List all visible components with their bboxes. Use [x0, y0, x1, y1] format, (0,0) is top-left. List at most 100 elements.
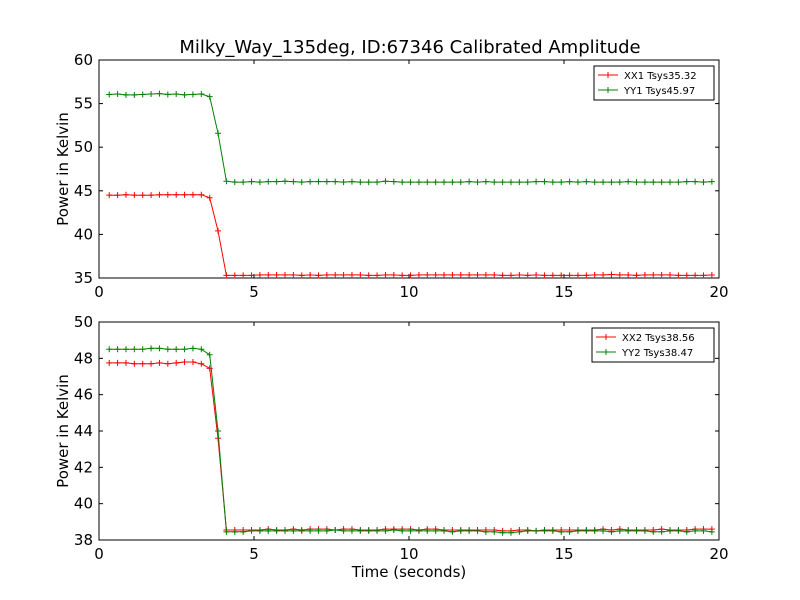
x-axis-label: Time (seconds) — [351, 563, 467, 581]
data-point — [591, 271, 598, 278]
data-point — [332, 527, 339, 534]
data-point — [432, 271, 439, 278]
data-point — [541, 272, 548, 279]
data-point — [374, 527, 381, 534]
data-point — [148, 91, 155, 98]
data-point — [407, 272, 414, 279]
data-point — [290, 271, 297, 278]
data-point — [248, 272, 255, 279]
data-point — [524, 527, 531, 534]
data-point — [549, 527, 556, 534]
data-point — [340, 271, 347, 278]
data-point — [658, 528, 665, 535]
data-point — [131, 360, 138, 367]
data-point — [340, 527, 347, 534]
data-point — [432, 527, 439, 534]
data-point — [533, 527, 540, 534]
data-point — [491, 528, 498, 535]
data-point — [240, 272, 247, 279]
data-point — [215, 130, 222, 137]
data-point — [591, 527, 598, 534]
data-point — [457, 527, 464, 534]
data-point — [708, 271, 715, 278]
data-point — [198, 360, 205, 367]
data-point — [432, 179, 439, 186]
data-point — [131, 192, 138, 199]
data-point — [625, 527, 632, 534]
legend-box — [591, 327, 715, 363]
data-point — [256, 527, 263, 534]
x-tick-label: 0 — [94, 545, 104, 563]
data-point — [399, 272, 406, 279]
data-point — [240, 179, 247, 186]
data-point — [524, 272, 531, 279]
data-point — [633, 272, 640, 279]
data-point — [114, 346, 121, 353]
x-tick-label: 20 — [709, 283, 728, 301]
data-point — [106, 91, 113, 98]
data-point — [114, 359, 121, 366]
data-point — [600, 179, 607, 186]
data-point — [466, 271, 473, 278]
figure-title: Milky_Way_135deg, ID:67346 Calibrated Am… — [179, 37, 640, 58]
data-point — [616, 527, 623, 534]
data-point — [650, 179, 657, 186]
data-point — [474, 271, 481, 278]
data-point — [273, 178, 280, 185]
data-point — [675, 527, 682, 534]
data-point — [616, 179, 623, 186]
data-point — [407, 527, 414, 534]
data-point — [382, 527, 389, 534]
y-tick-label: 44 — [74, 422, 93, 440]
data-point — [106, 346, 113, 353]
data-point — [566, 528, 573, 535]
data-point — [683, 528, 690, 535]
data-point — [708, 178, 715, 185]
y-tick-label: 40 — [74, 225, 93, 243]
data-point — [164, 346, 171, 353]
data-point — [256, 271, 263, 278]
data-point — [574, 527, 581, 534]
data-point — [457, 179, 464, 186]
data-point — [616, 271, 623, 278]
data-point — [139, 346, 146, 353]
data-point — [507, 179, 514, 186]
data-point — [106, 192, 113, 199]
data-point — [348, 527, 355, 534]
legend-label: YY1 Tsys45.97 — [623, 86, 695, 97]
data-point — [457, 271, 464, 278]
data-point — [374, 179, 381, 186]
data-point — [189, 91, 196, 98]
data-point — [357, 179, 364, 186]
data-point — [273, 527, 280, 534]
data-point — [248, 178, 255, 185]
data-point — [608, 528, 615, 535]
data-point — [198, 191, 205, 198]
data-point — [650, 528, 657, 535]
data-point — [692, 527, 699, 534]
data-point — [181, 91, 188, 98]
data-point — [583, 178, 590, 185]
data-point — [332, 271, 339, 278]
data-point — [558, 179, 565, 186]
legend-marker — [603, 349, 609, 355]
data-point — [290, 527, 297, 534]
y-tick-label: 40 — [74, 495, 93, 513]
x-tick-label: 5 — [249, 283, 259, 301]
data-point — [315, 272, 322, 279]
data-point — [625, 271, 632, 278]
data-point — [583, 272, 590, 279]
data-point — [675, 179, 682, 186]
data-point — [667, 271, 674, 278]
data-point — [206, 93, 213, 100]
y-axis-label: Power in Kelvin — [54, 374, 72, 488]
data-point — [357, 271, 364, 278]
data-point — [449, 271, 456, 278]
data-point — [449, 528, 456, 535]
data-point — [382, 178, 389, 185]
data-point — [282, 178, 288, 185]
data-point — [516, 271, 523, 278]
data-point — [516, 528, 523, 535]
x-tick-label: 20 — [709, 545, 728, 563]
